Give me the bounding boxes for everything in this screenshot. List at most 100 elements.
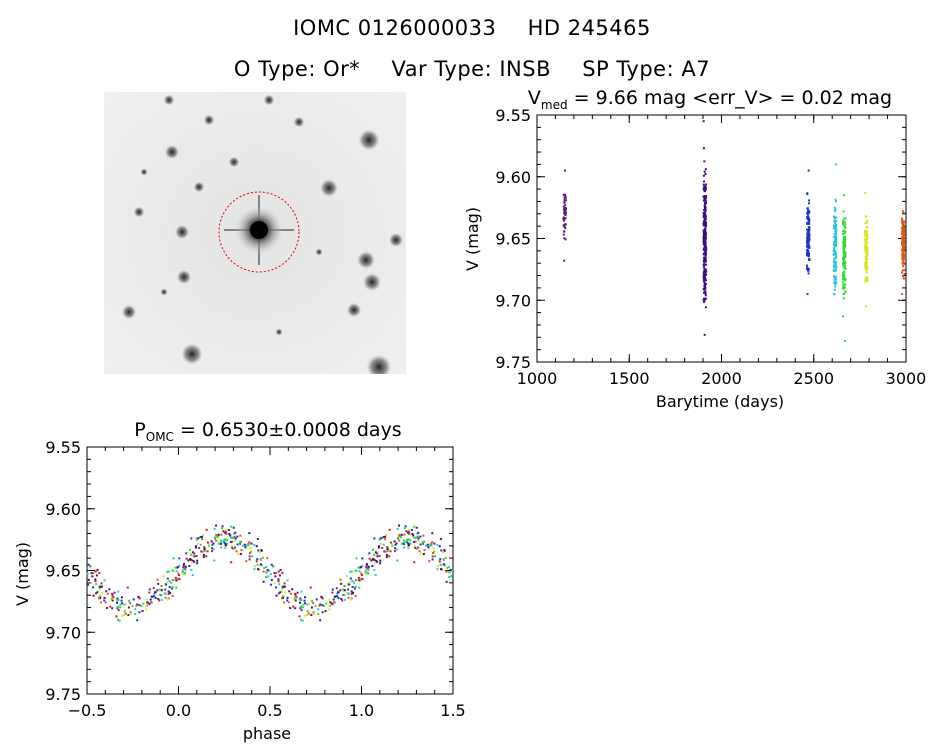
lc1-point <box>703 180 706 183</box>
lc2-point <box>439 563 442 566</box>
lc2-point <box>302 606 305 609</box>
lc2-point <box>352 592 355 595</box>
lc2-point <box>419 543 422 546</box>
lc2-point <box>294 592 297 595</box>
lc2-point <box>274 575 277 578</box>
lc2-point <box>249 547 252 550</box>
lc1-point <box>843 236 846 239</box>
lc2-point <box>312 612 315 615</box>
lc1-point <box>563 200 566 203</box>
lc2-point <box>111 592 114 595</box>
lc2-point <box>123 603 126 606</box>
lc2-point <box>226 539 229 542</box>
lc2-point <box>431 541 434 544</box>
lc2-point <box>286 599 289 602</box>
lc2-point <box>127 614 130 617</box>
lc1-point <box>833 258 836 261</box>
lc2-point <box>373 568 376 571</box>
lc1-point <box>833 220 836 223</box>
lc1-point <box>865 248 868 251</box>
star-name: HD 245465 <box>527 16 651 40</box>
lc2-point <box>385 533 388 536</box>
lc2-point <box>294 593 297 596</box>
lc2-point <box>398 524 401 527</box>
lc2-point <box>231 546 234 549</box>
lc1-point <box>902 231 905 234</box>
lc2-point <box>407 545 410 548</box>
lc1-point <box>864 280 867 283</box>
field-star <box>164 144 180 160</box>
lc2-point <box>427 546 430 549</box>
lc2-point <box>149 598 152 601</box>
lc2-point <box>307 612 310 615</box>
lc2-point <box>383 550 386 553</box>
lc1-point <box>834 163 837 166</box>
lc1-point <box>702 256 705 259</box>
lc1-point <box>704 195 707 198</box>
lc1-point <box>901 219 904 222</box>
lc2-point <box>160 585 163 588</box>
lc2-point <box>265 571 268 574</box>
lc1-point <box>902 275 905 278</box>
lc2-point <box>167 590 170 593</box>
lc1-point <box>833 293 836 296</box>
lc1-point <box>902 226 905 229</box>
lc1-point <box>834 256 837 259</box>
lc2-point <box>345 575 348 578</box>
lc2-point <box>171 579 174 582</box>
lc2-point <box>253 565 256 568</box>
lc2-point <box>230 525 233 528</box>
lc2-point <box>436 568 439 571</box>
lc2-point <box>275 586 278 589</box>
lc2-point <box>300 609 303 612</box>
lc2-point <box>277 580 280 583</box>
lc1-point <box>901 244 904 247</box>
lc2-point <box>162 575 165 578</box>
lc1-point <box>901 233 904 236</box>
field-star <box>193 181 205 193</box>
lc2-frame <box>86 446 454 695</box>
lc1-point <box>866 231 869 234</box>
lc2-point <box>286 596 289 599</box>
lc2-point <box>365 564 368 567</box>
lc1-point <box>903 273 906 276</box>
lc1-ytick-label: 9.55 <box>495 106 531 125</box>
lc1-point <box>844 252 847 255</box>
lc1-point <box>903 242 906 245</box>
lc2-point <box>129 602 132 605</box>
lc1-point <box>834 285 837 288</box>
lc1-point <box>843 286 846 289</box>
lc2-point <box>240 548 243 551</box>
lc1-point <box>834 275 837 278</box>
lc2-point <box>120 596 123 599</box>
lc2-point <box>357 576 360 579</box>
lc1-point <box>806 239 809 242</box>
lc1-point <box>842 243 845 246</box>
lc2-point <box>106 607 109 610</box>
lc2-point <box>394 547 397 550</box>
lc2-point <box>407 542 410 545</box>
lc2-point <box>281 571 284 574</box>
lc1-point <box>704 230 707 233</box>
lc2-point <box>354 594 357 597</box>
lc2-point <box>350 597 353 600</box>
field-star <box>293 116 305 128</box>
lc1-point <box>806 217 809 220</box>
lc2-point <box>281 595 284 598</box>
lc2-point <box>190 568 193 571</box>
lc1-point <box>864 222 867 225</box>
lc2-point <box>444 556 447 559</box>
lc1-point <box>808 245 811 248</box>
field-star <box>315 248 323 256</box>
phase-folded-chart: POMC = 0.6530±0.0008 days −0.5 0.0 0.5 1.0 1… <box>13 419 466 743</box>
lc2-point <box>236 535 239 538</box>
lc2-point <box>430 544 433 547</box>
lc2-point <box>193 552 196 555</box>
lc1-point <box>901 227 904 230</box>
lc1-point <box>806 216 809 219</box>
lc2-point <box>376 552 379 555</box>
lc2-point <box>312 602 315 605</box>
lc2-point <box>103 596 106 599</box>
lc1-point <box>704 294 707 297</box>
lc1-series-season2 <box>702 120 708 336</box>
